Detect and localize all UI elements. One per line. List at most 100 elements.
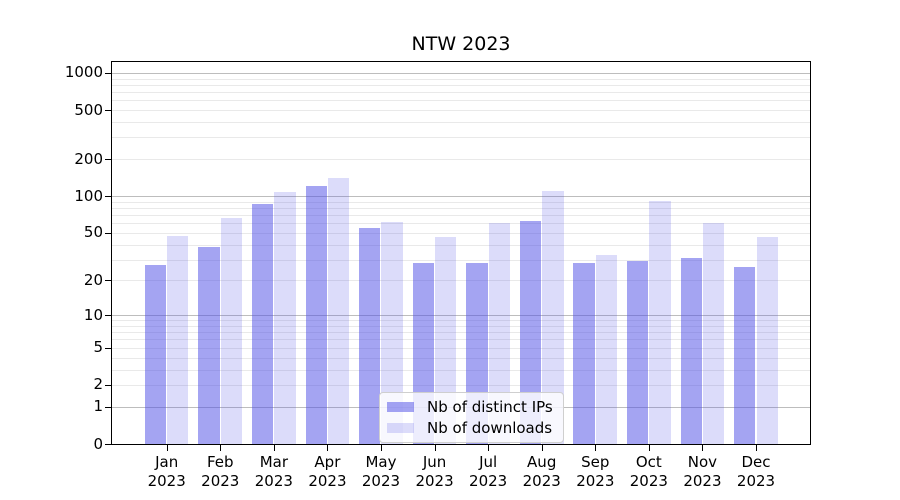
- bar-distinct-ips-oct: [627, 261, 649, 444]
- y-tick-label: 100: [74, 186, 103, 205]
- y-tick: [105, 110, 112, 112]
- y-tick-label: 500: [74, 100, 103, 119]
- x-tick-label: Dec 2023: [736, 453, 776, 490]
- minor-gridline: [112, 347, 810, 349]
- y-tick-label: 20: [83, 270, 103, 289]
- y-tick: [105, 347, 112, 349]
- minor-gridline: [112, 232, 810, 234]
- minor-gridline: [112, 159, 810, 161]
- major-gridline: [112, 72, 810, 74]
- bar-downloads-feb: [220, 218, 243, 444]
- y-tick: [105, 159, 112, 161]
- minor-gridline: [112, 201, 810, 203]
- x-tick: [273, 445, 275, 451]
- legend-swatch-downloads: [387, 423, 414, 433]
- x-tick: [756, 445, 757, 451]
- x-tick: [166, 445, 168, 451]
- minor-gridline: [112, 92, 810, 94]
- bar-distinct-ips-dec: [734, 266, 756, 444]
- x-tick-label: Apr 2023: [308, 453, 347, 490]
- y-tick: [105, 72, 112, 74]
- major-gridline: [112, 196, 810, 198]
- y-tick: [105, 196, 112, 198]
- y-tick: [105, 444, 112, 445]
- major-gridline: [112, 315, 810, 317]
- minor-gridline: [112, 325, 810, 327]
- x-tick: [648, 445, 650, 451]
- y-tick-label: 1: [93, 397, 103, 416]
- legend: Nb of distinct IPs Nb of downloads: [379, 392, 564, 443]
- x-tick-label: Jan 2023: [147, 453, 186, 490]
- minor-gridline: [112, 369, 810, 371]
- minor-gridline: [112, 244, 810, 246]
- bar-downloads-dec: [756, 237, 778, 444]
- x-tick: [434, 445, 436, 451]
- y-tick-label: 2: [93, 375, 103, 394]
- bar-distinct-ips-sep: [573, 263, 595, 444]
- x-tick-label: Nov 2023: [683, 453, 722, 490]
- legend-label-downloads: Nb of downloads: [427, 418, 553, 437]
- y-tick-label: 0: [93, 434, 103, 453]
- x-tick-label: Oct 2023: [629, 453, 668, 490]
- minor-gridline: [112, 110, 810, 112]
- legend-item-downloads: Nb of downloads: [387, 418, 553, 438]
- minor-gridline: [112, 320, 810, 322]
- bar-distinct-ips-mar: [252, 204, 274, 444]
- y-tick-label: 1000: [64, 63, 103, 82]
- x-tick: [595, 445, 597, 451]
- legend-label-distinct-ips: Nb of distinct IPs: [427, 397, 553, 416]
- x-tick: [702, 445, 704, 451]
- minor-gridline: [112, 84, 810, 86]
- x-tick: [488, 445, 490, 451]
- minor-gridline: [112, 384, 810, 386]
- minor-gridline: [112, 215, 810, 217]
- legend-item-distinct-ips: Nb of distinct IPs: [387, 397, 553, 417]
- plot-area: Nb of distinct IPs Nb of downloads: [111, 61, 811, 445]
- y-tick: [105, 384, 112, 386]
- x-tick-label: Jul 2023: [469, 453, 508, 490]
- bar-distinct-ips-feb: [198, 247, 220, 444]
- x-tick: [327, 445, 329, 451]
- bar-downloads-jan: [167, 236, 189, 444]
- y-tick-label: 200: [74, 149, 103, 168]
- minor-gridline: [112, 207, 810, 209]
- x-tick-label: Aug 2023: [522, 453, 561, 490]
- legend-swatch-distinct-ips: [387, 402, 414, 412]
- y-tick: [105, 406, 112, 408]
- minor-gridline: [112, 332, 810, 334]
- minor-gridline: [112, 223, 810, 225]
- bar-distinct-ips-jan: [144, 265, 167, 444]
- x-tick-label: Mar 2023: [254, 453, 293, 490]
- minor-gridline: [112, 357, 810, 359]
- y-tick-label: 50: [83, 223, 103, 242]
- x-tick-label: May 2023: [361, 453, 401, 490]
- bar-distinct-ips-nov: [680, 257, 702, 444]
- bar-downloads-aug: [542, 191, 564, 444]
- minor-gridline: [112, 100, 810, 102]
- x-tick: [541, 445, 543, 451]
- bar-downloads-mar: [274, 191, 296, 444]
- minor-gridline: [112, 78, 810, 80]
- bar-downloads-jul: [488, 223, 510, 444]
- x-tick-label: Feb 2023: [201, 453, 240, 490]
- bar-downloads-oct: [649, 200, 671, 444]
- minor-gridline: [112, 339, 810, 341]
- minor-gridline: [112, 280, 810, 282]
- x-tick: [220, 445, 222, 451]
- y-tick: [105, 232, 112, 234]
- minor-gridline: [112, 122, 810, 124]
- x-tick-label: Jun 2023: [415, 453, 454, 490]
- bar-downloads-sep: [595, 254, 618, 444]
- minor-gridline: [112, 259, 810, 261]
- y-tick: [105, 315, 112, 317]
- y-tick: [105, 280, 112, 282]
- bar-distinct-ips-aug: [519, 220, 542, 444]
- y-tick-label: 10: [83, 305, 103, 324]
- bar-downloads-apr: [327, 178, 350, 444]
- bar-downloads-nov: [702, 223, 725, 444]
- bar-distinct-ips-apr: [305, 185, 327, 444]
- minor-gridline: [112, 137, 810, 139]
- x-tick: [380, 445, 382, 451]
- bar-distinct-ips-may: [359, 227, 381, 444]
- bar-downloads-may: [381, 222, 403, 444]
